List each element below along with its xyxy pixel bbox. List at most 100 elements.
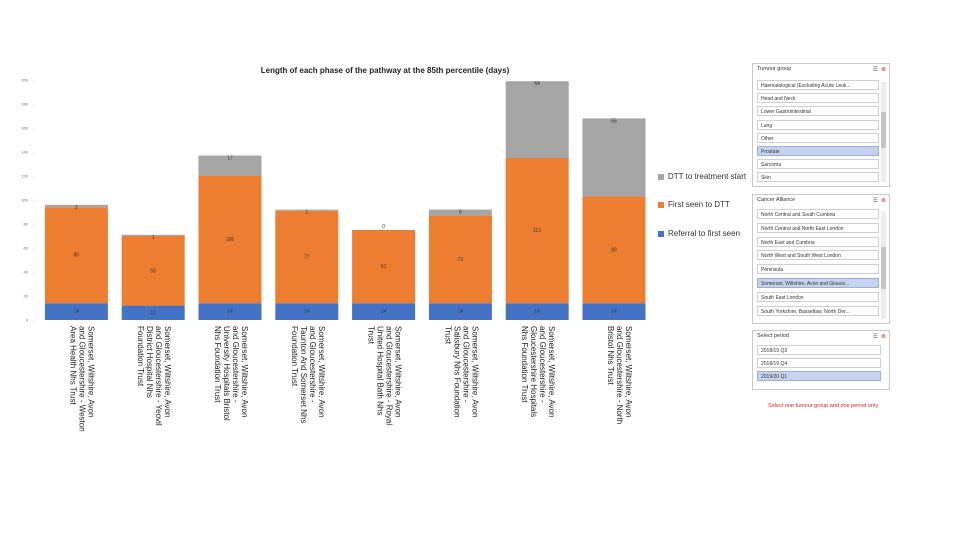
- bar-segment: [121, 234, 185, 236]
- slicer-item[interactable]: Prostate: [757, 146, 879, 156]
- clear-filter-icon[interactable]: ⊗: [880, 198, 886, 204]
- bar-segment: [428, 209, 492, 216]
- scrollbar[interactable]: [881, 211, 886, 319]
- y-tick-label: 60: [24, 246, 29, 251]
- bar-segment: [428, 215, 492, 304]
- scrollbar-thumb[interactable]: [881, 247, 886, 289]
- multi-select-icon[interactable]: ☰: [872, 198, 878, 204]
- x-axis-labels: Somerset, Wiltshire, Avonand Gloucesters…: [68, 326, 633, 432]
- y-tick-mark: -: [33, 102, 35, 107]
- bar-segment: [505, 81, 569, 158]
- chart-title: Length of each phase of the pathway at t…: [260, 66, 510, 75]
- bar-segment: [582, 303, 646, 320]
- y-tick-mark: -: [33, 78, 35, 83]
- slicer-item[interactable]: 2018/19 Q4: [757, 358, 881, 368]
- bar-segment: [582, 196, 646, 304]
- data-label: 14: [458, 309, 464, 315]
- y-tick-label: 20: [24, 294, 29, 299]
- bar-segment: [44, 303, 108, 320]
- y-tick-label: 180: [21, 102, 28, 107]
- data-label: 89: [611, 247, 617, 253]
- bar-segment: [505, 303, 569, 320]
- y-tick-label: 120: [21, 174, 28, 179]
- multi-select-icon[interactable]: ☰: [872, 334, 878, 340]
- data-label: 5: [459, 210, 462, 216]
- data-label: 14: [611, 309, 617, 315]
- x-tick-label: Somerset, Wiltshire, Avonand Gloucesters…: [520, 326, 556, 417]
- bar-segment: [121, 305, 185, 320]
- data-label: 1: [305, 210, 308, 216]
- bar-segment: [352, 230, 416, 304]
- slicer-item[interactable]: Lung: [757, 119, 879, 130]
- slicer-item[interactable]: Head and Neck: [757, 93, 879, 104]
- bar-segment: [275, 210, 339, 304]
- y-tick-label: 0: [26, 318, 29, 323]
- slicer-item[interactable]: Skin: [757, 172, 879, 183]
- slicer-item[interactable]: Somerset, Wiltshire, Avon and Glouce...: [757, 278, 879, 288]
- legend-label: First seen to DTT: [668, 200, 730, 209]
- data-label: 65: [611, 118, 617, 124]
- y-tick-mark: -: [33, 270, 35, 275]
- slicer-item[interactable]: North West and South West London: [757, 250, 879, 261]
- data-label: 58: [150, 268, 156, 274]
- slicer-item[interactable]: Other: [757, 132, 879, 143]
- scrollbar-thumb[interactable]: [881, 112, 886, 148]
- data-label: 77: [304, 255, 310, 261]
- slicer-item[interactable]: Sarcoma: [757, 159, 879, 170]
- bar-segment: [275, 303, 339, 320]
- bar-segment: [44, 204, 108, 208]
- data-label: 61: [381, 264, 387, 270]
- x-tick-label: Somerset, Wiltshire, Avonand Gloucesters…: [443, 326, 479, 418]
- data-label: 17: [227, 156, 233, 162]
- slicer-title: Tumour group: [757, 66, 792, 72]
- slicer-item[interactable]: South Yorkshire, Bassetlaw, North Der...: [757, 305, 879, 316]
- data-label: 64: [534, 81, 540, 87]
- data-label: 14: [227, 309, 233, 315]
- clear-filter-icon[interactable]: ⊗: [880, 67, 886, 73]
- slicer-item[interactable]: 2018/19 Q3: [757, 345, 881, 355]
- multi-select-icon[interactable]: ☰: [872, 67, 878, 73]
- y-tick-label: 200: [21, 78, 28, 83]
- slicer-item[interactable]: Lower Gastrointestinal: [757, 106, 879, 117]
- slicer-item[interactable]: Haematological (Excluding Acute Leuk...: [757, 80, 879, 90]
- clear-filter-icon[interactable]: ⊗: [880, 334, 886, 340]
- slicer-item[interactable]: South East London: [757, 291, 879, 302]
- x-tick-label: Somerset, Wiltshire, Avonand Gloucesters…: [606, 326, 633, 424]
- bar-segment: [275, 209, 339, 211]
- tumour-group-slicer: Tumour group ☰ ⊗ Haematological (Excludin…: [752, 63, 890, 187]
- slicer-item[interactable]: 2019/20 Q1: [757, 371, 881, 381]
- data-label: 14: [534, 309, 540, 315]
- y-tick-mark: -: [33, 126, 35, 131]
- y-tick-label: 40: [24, 270, 29, 275]
- cancer-alliance-slicer: Cancer Alliance ☰ ⊗ North Central and Sou…: [752, 194, 890, 324]
- y-tick-mark: -: [33, 318, 35, 323]
- legend-label: Referral to first seen: [668, 229, 741, 238]
- legend-label: DTT to treatment start: [668, 172, 747, 181]
- data-label: 80: [74, 253, 80, 259]
- slicer-item[interactable]: North Central and North East London: [757, 222, 879, 233]
- y-tick-mark: -: [33, 246, 35, 251]
- legend-swatch: [658, 202, 664, 208]
- scrollbar[interactable]: [881, 82, 886, 182]
- data-label: 121: [533, 228, 542, 234]
- x-tick-label: Somerset, Wiltshire, Avonand Gloucesters…: [367, 326, 403, 425]
- y-tick-mark: -: [33, 150, 35, 155]
- slicer-item[interactable]: North Central and South Cumbria: [757, 209, 879, 219]
- x-tick-label: Somerset, Wiltshire, Avonand Gloucesters…: [290, 326, 326, 423]
- slicer-title: Cancer Alliance: [757, 197, 796, 203]
- instruction-note: Select one tumour group and one period o…: [768, 403, 879, 409]
- bar-segment: [505, 158, 569, 304]
- data-label: 12: [150, 310, 156, 316]
- legend-swatch: [658, 231, 664, 237]
- x-tick-label: Somerset, Wiltshire, Avonand Gloucesters…: [136, 326, 172, 426]
- slicer-item[interactable]: North East and Cumbria: [757, 236, 879, 247]
- bar-segment: [198, 155, 262, 176]
- data-label: 1: [152, 235, 155, 241]
- data-label: 14: [74, 309, 80, 315]
- slicer-item[interactable]: Peninsula: [757, 264, 879, 275]
- data-label: 73: [458, 257, 464, 263]
- y-tick-label: 140: [21, 150, 28, 155]
- slicer-title: Select period: [757, 333, 790, 339]
- bars: 14 80 2 12 58 1 14 106 17 14 77 1 14 61 0 14 73 5 14 121 64 1…: [44, 81, 646, 320]
